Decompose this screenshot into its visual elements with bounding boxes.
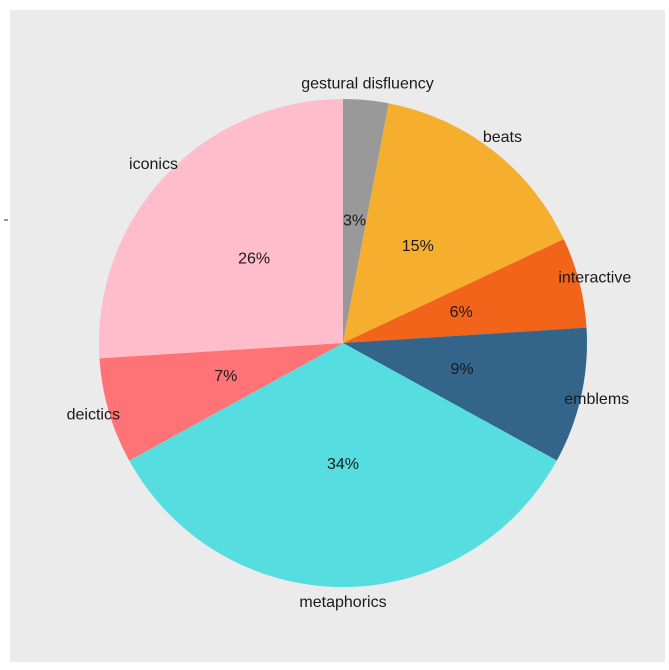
pie-slice-deictics (99, 343, 343, 461)
category-labels: gestural disfluency beats interactive emble… (67, 75, 632, 611)
percent-label-gestural-disfluency: 3% (343, 213, 366, 230)
category-label-metaphorics: metaphorics (299, 594, 386, 611)
pie-slice-interactive (343, 239, 587, 343)
pie-slice-emblems (343, 327, 587, 461)
percent-label-metaphorics: 34% (327, 456, 359, 473)
percent-label-emblems: 9% (451, 361, 474, 378)
percent-label-deictics: 7% (214, 368, 237, 385)
category-label-emblems: emblems (564, 391, 629, 408)
pie-slice-beats (343, 103, 564, 343)
percent-label-iconics: 26% (238, 251, 270, 268)
category-label-interactive: interactive (558, 270, 631, 287)
pie-slices (98, 98, 587, 587)
category-label-beats: beats (483, 129, 522, 146)
percent-label-beats: 15% (402, 238, 434, 255)
pie-slice-iconics (98, 98, 343, 359)
pie-slice-metaphorics (129, 343, 557, 587)
category-label-iconics: iconics (129, 156, 178, 173)
percent-labels: 3% 15% 6% 9% 34% 7% 26% (214, 213, 473, 474)
category-label-gestural-disfluency: gestural disfluency (301, 75, 434, 92)
pie-slice-gestural-disfluency (343, 99, 389, 343)
percent-label-interactive: 6% (450, 304, 473, 321)
category-label-deictics: deictics (67, 407, 120, 424)
